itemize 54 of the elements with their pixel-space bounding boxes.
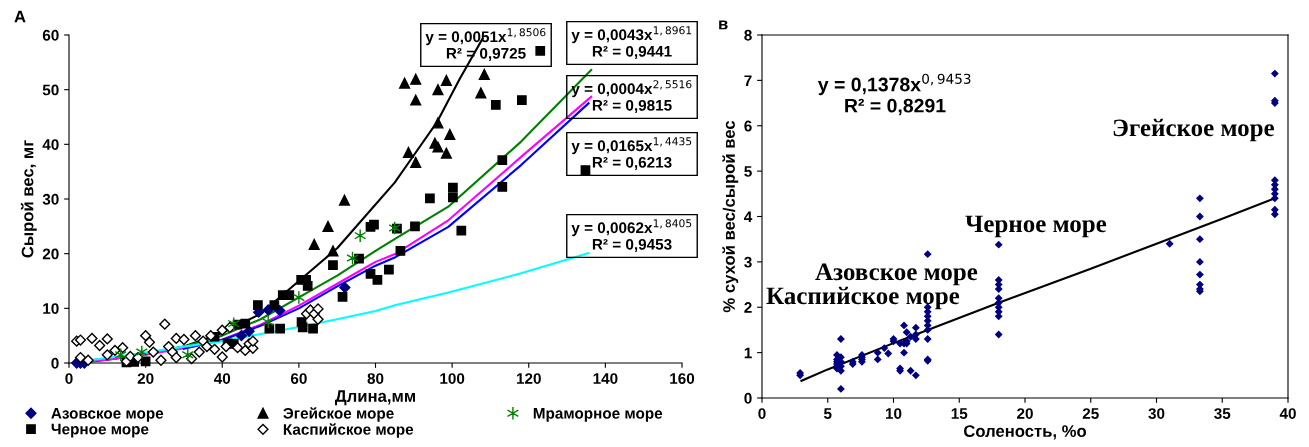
x-tick-label: 15 [951, 408, 968, 419]
legend-label: Каспийское море [283, 423, 414, 438]
annotation: Эгейское море [1113, 118, 1275, 142]
y-tick-label: 7 [744, 75, 752, 86]
annotation: y = 0,0004x$^{2,5516}$ R² = 0,9815 [571, 80, 692, 113]
y-tick-label: 30 [42, 193, 59, 205]
x-tick-label: 20 [1017, 408, 1033, 419]
annotation: Азовское море [815, 263, 978, 286]
x-tick-label: 20 [137, 373, 154, 384]
text: A [14, 10, 26, 23]
y-tick-label: 10 [43, 303, 59, 315]
y-axis-title: Сырой вес, мг [20, 140, 37, 258]
y-tick-label: 0 [51, 357, 59, 369]
y-tick-label: 40 [42, 139, 59, 151]
x-tick-label: 80 [367, 373, 384, 384]
x-tick-label: 140 [593, 373, 618, 384]
annotation: y = 0,1378x$^{0,9453}$ R² = 0,8291 [817, 73, 971, 116]
y-tick-label: 0 [744, 392, 752, 404]
y-tick-label: 4 [744, 211, 753, 223]
x-tick-label: 40 [213, 373, 231, 384]
x-tick-label: 60 [290, 373, 307, 384]
x-tick-label: 160 [670, 373, 695, 384]
annotation: y = 0,0062x$^{1,8405}$ R² = 0,9453 [571, 219, 692, 252]
y-tick-label: 3 [744, 256, 752, 268]
x-tick-label: 35 [1214, 408, 1231, 419]
x-tick-label: 5 [823, 408, 832, 419]
y-tick-label: 1 [744, 347, 752, 359]
annotation: y = 0,0165x$^{1,4435}$ R² = 0,6213 [571, 137, 692, 170]
y-tick-label: 50 [42, 84, 59, 96]
y-tick-label: 5 [744, 166, 752, 177]
x-tick-label: 0 [758, 408, 766, 419]
annotation: y = 0,0043x$^{1,8961}$ R² = 0,9441 [571, 26, 692, 59]
legend-label: Эгейское море [283, 407, 394, 422]
x-tick-label: 0 [65, 373, 73, 384]
legend-label: Черное море [51, 423, 149, 438]
y-tick-label: 20 [42, 248, 59, 260]
y-tick-label: 8 [744, 29, 752, 41]
x-tick-label: 10 [885, 408, 902, 419]
legend-label: Мраморное море [533, 408, 663, 422]
x-tick-label: 25 [1082, 408, 1099, 419]
annotation: Черное море [965, 215, 1107, 238]
x-tick-label: 120 [516, 373, 541, 384]
y-tick-label: 60 [42, 29, 59, 41]
x-tick-label: 100 [440, 373, 465, 384]
x-axis-title: Соленость, %о [963, 425, 1087, 440]
annotation: Каспийское море [766, 286, 960, 310]
x-tick-label: 30 [1148, 408, 1165, 419]
y-axis-title: % сухой вес/сырой вес [722, 120, 739, 313]
x-tick-label: 40 [1279, 408, 1296, 419]
y-tick-label: 6 [744, 120, 752, 132]
y-tick-label: 2 [744, 302, 752, 313]
text: в [719, 20, 728, 30]
x-axis-title: Длина,мм [334, 390, 415, 406]
legend-label: Азовское море [51, 408, 164, 422]
